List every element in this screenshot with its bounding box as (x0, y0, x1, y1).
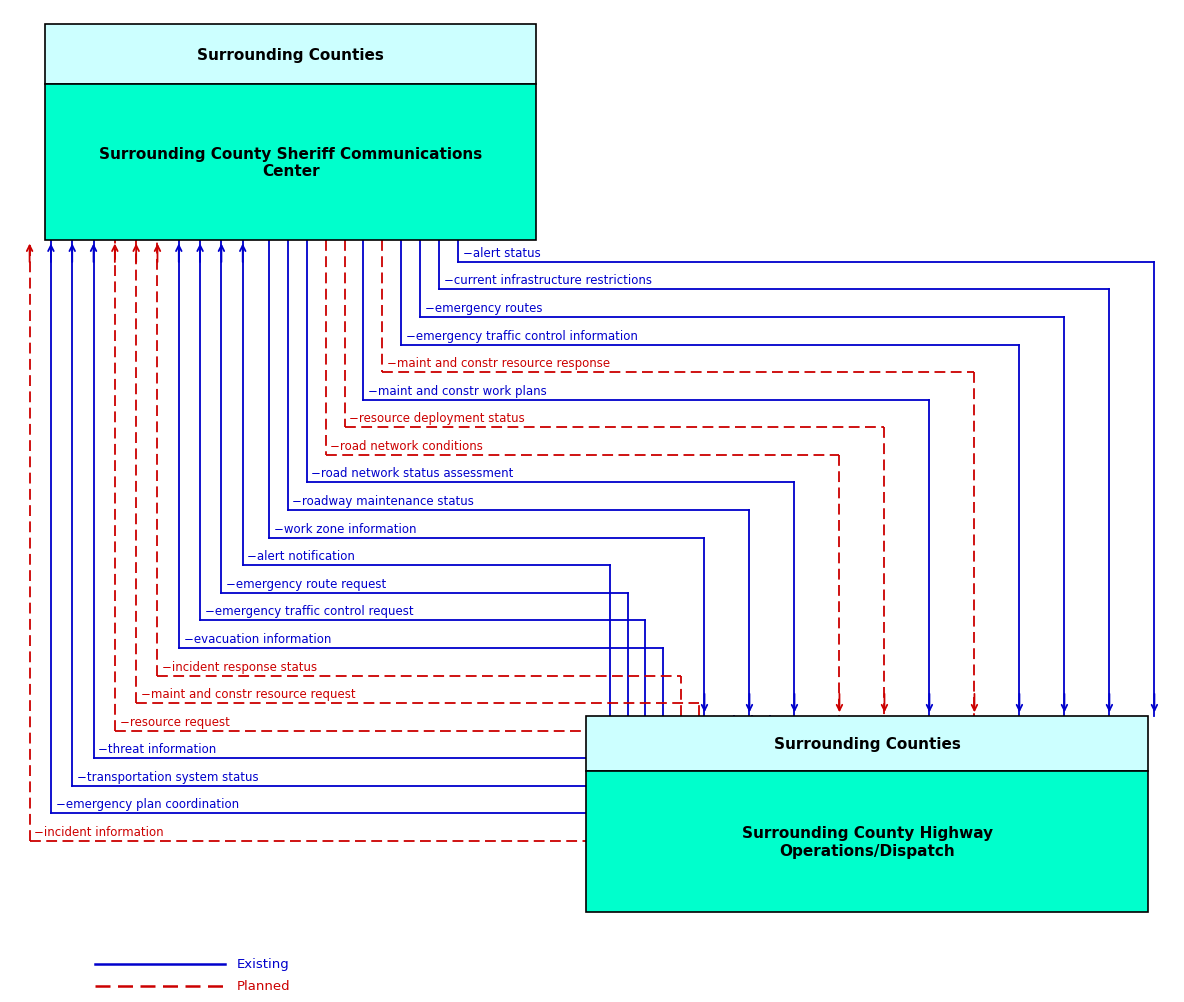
Text: Surrounding Counties: Surrounding Counties (198, 48, 384, 63)
Text: Planned: Planned (237, 980, 290, 992)
Text: −incident information: −incident information (34, 826, 163, 838)
Text: −maint and constr resource response: −maint and constr resource response (387, 357, 610, 370)
Text: −emergency route request: −emergency route request (226, 577, 386, 590)
Text: −emergency traffic control request: −emergency traffic control request (205, 605, 413, 617)
Text: −resource request: −resource request (120, 715, 230, 727)
Text: −alert status: −alert status (463, 246, 541, 260)
Text: −road network conditions: −road network conditions (330, 440, 483, 452)
Text: Existing: Existing (237, 958, 290, 970)
Text: −maint and constr resource request: −maint and constr resource request (141, 687, 355, 700)
Text: −roadway maintenance status: −roadway maintenance status (292, 495, 475, 507)
Text: −current infrastructure restrictions: −current infrastructure restrictions (444, 275, 652, 287)
Text: −emergency plan coordination: −emergency plan coordination (56, 798, 239, 811)
Text: −emergency traffic control information: −emergency traffic control information (406, 330, 638, 343)
Text: −maint and constr work plans: −maint and constr work plans (368, 385, 547, 397)
Bar (45, 85, 536, 240)
Bar (586, 772, 1148, 912)
Text: −work zone information: −work zone information (274, 522, 416, 535)
Text: Surrounding County Sheriff Communications
Center: Surrounding County Sheriff Communication… (99, 146, 482, 179)
Text: Surrounding County Highway
Operations/Dispatch: Surrounding County Highway Operations/Di… (741, 826, 993, 858)
Bar (45, 25, 536, 85)
Text: −emergency routes: −emergency routes (425, 302, 542, 315)
Text: Surrounding Counties: Surrounding Counties (774, 736, 960, 752)
Text: −road network status assessment: −road network status assessment (311, 467, 514, 480)
Text: −alert notification: −alert notification (247, 550, 355, 563)
Text: −evacuation information: −evacuation information (184, 632, 330, 645)
Text: −threat information: −threat information (98, 742, 217, 756)
Text: −incident response status: −incident response status (162, 660, 317, 673)
Bar (586, 716, 1148, 772)
Text: −transportation system status: −transportation system status (77, 771, 258, 784)
Text: −resource deployment status: −resource deployment status (349, 412, 525, 425)
